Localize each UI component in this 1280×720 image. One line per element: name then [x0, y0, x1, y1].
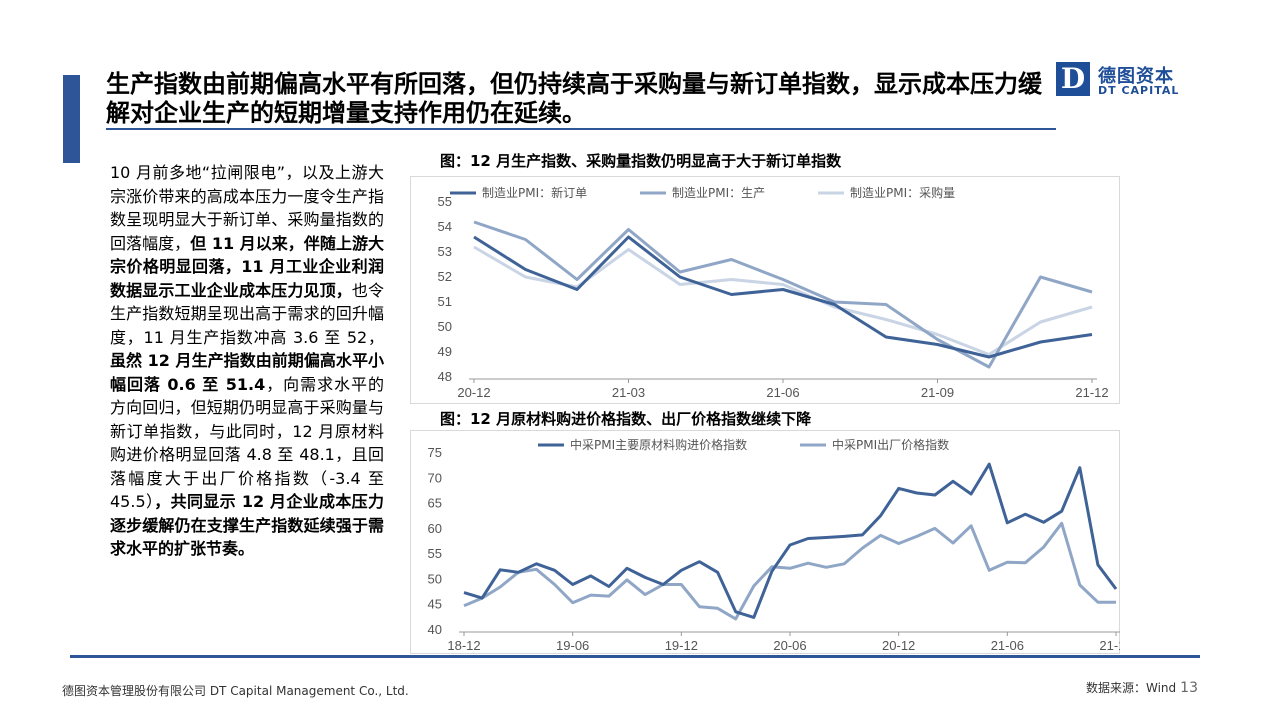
- title-divider: [106, 128, 1056, 130]
- series-line-3: [473, 245, 1093, 356]
- x-tick-label: 20-12: [457, 385, 490, 400]
- commentary-part-1: 10 月前多地“拉闸限电”，以及上游大宗涨价带来的高成本压力一度令生产指数呈现明…: [110, 163, 384, 253]
- x-tick-label: 21-12: [1099, 638, 1120, 653]
- y-tick-label: 65: [428, 496, 442, 511]
- pmi-demand-chart: 48 49 50 51 52 53 54 55 20-12 21-03 21-06 21-09 21-1…: [410, 176, 1120, 404]
- y-tick-label: 49: [438, 344, 452, 359]
- y-tick-label: 54: [438, 219, 452, 234]
- title-accent-bar: [63, 75, 80, 163]
- legend-label: 制造业PMI：生产: [672, 186, 765, 200]
- legend-label: 中采PMI主要原材料购进价格指数: [570, 437, 747, 452]
- logo-name-cn: 德图资本: [1098, 66, 1174, 87]
- y-tick-label: 51: [438, 294, 452, 309]
- chart-frame: [410, 430, 1120, 654]
- footer-company: 德图资本管理股份有限公司 DT Capital Management Co., …: [62, 684, 409, 698]
- y-tick-label: 50: [428, 571, 442, 586]
- footer-divider: [70, 655, 1200, 658]
- legend-label: 制造业PMI：新订单: [482, 185, 587, 200]
- x-tick-label: 21-09: [921, 385, 954, 400]
- logo-name-en: DT CAPITAL: [1098, 84, 1180, 97]
- x-tick-label: 21-12: [1075, 385, 1108, 400]
- data-source: 数据来源：Wind: [1086, 681, 1177, 695]
- company-logo: D 德图资本 DT CAPITAL: [1056, 62, 1186, 98]
- x-tick-label: 21-06: [766, 385, 799, 400]
- footer-source: 数据来源：Wind 13: [1086, 679, 1198, 696]
- logo-mark-icon: D: [1056, 62, 1090, 96]
- series-line-1: [463, 462, 1118, 619]
- y-tick-label: 50: [438, 319, 452, 334]
- series-line-1: [473, 235, 1093, 359]
- x-tick-label: 18-12: [447, 638, 480, 653]
- y-tick-label: 70: [428, 470, 442, 485]
- legend-label: 制造业PMI：采购量: [850, 185, 955, 200]
- commentary-part-2: 也令生产指数短期呈现出高于需求的回升幅度，11 月生产指数冲高 3.6 至 52…: [110, 280, 384, 347]
- chart-frame: [410, 176, 1120, 404]
- series-line-2: [463, 521, 1116, 621]
- chart-1-title: 图：12 月生产指数、采购量指数仍明显高于大于新订单指数: [440, 152, 842, 170]
- x-tick-label: 19-06: [556, 638, 589, 653]
- legend-label: 中采PMI出厂价格指数: [832, 437, 949, 452]
- y-tick-label: 60: [428, 521, 442, 536]
- x-tick-label: 21-03: [612, 385, 645, 400]
- x-tick-label: 21-06: [991, 638, 1024, 653]
- y-tick-label: 40: [428, 622, 442, 637]
- x-tick-label: 19-12: [665, 638, 698, 653]
- commentary-text: 10 月前多地“拉闸限电”，以及上游大宗涨价带来的高成本压力一度令生产指数呈现明…: [110, 161, 384, 561]
- page-number: 13: [1180, 680, 1198, 696]
- commentary-bold-3: ，共同显示 12 月企业成本压力逐步缓解仍在支撑生产指数延续强于需求水平的扩张节…: [110, 492, 384, 558]
- commentary-bold-2: 虽然 12 月生产指数由前期偏高水平小幅回落 0.6 至 51.4: [110, 351, 384, 394]
- y-tick-label: 75: [428, 445, 442, 460]
- x-tick-label: 20-06: [773, 638, 806, 653]
- y-tick-label: 45: [428, 597, 442, 612]
- y-tick-label: 55: [438, 194, 452, 209]
- y-tick-label: 52: [438, 269, 452, 284]
- chart-2-title: 图：12 月原材料购进价格指数、出厂价格指数继续下降: [440, 410, 812, 428]
- x-tick-label: 20-12: [882, 638, 915, 653]
- commentary-bold-1: 但 11 月以来，伴随上游大宗价格明显回落，11 月工业企业利润数据显示工业企业…: [110, 233, 384, 300]
- pmi-price-chart: 40 45 50 55 60 65 70 75 18-12 19-06 19-12 20-06 20-1…: [410, 430, 1120, 654]
- series-line-2: [473, 220, 1093, 369]
- y-tick-label: 53: [438, 244, 452, 259]
- y-tick-label: 48: [438, 369, 452, 384]
- y-tick-label: 55: [428, 546, 442, 561]
- page-title: 生产指数由前期偏高水平有所回落，但仍持续高于采购量与新订单指数，显示成本压力缓解…: [106, 70, 1042, 127]
- commentary-part-3: ，向需求水平的方向回归，但短期仍明显高于采购量与新订单指数，与此同时，12 月原…: [110, 374, 384, 512]
